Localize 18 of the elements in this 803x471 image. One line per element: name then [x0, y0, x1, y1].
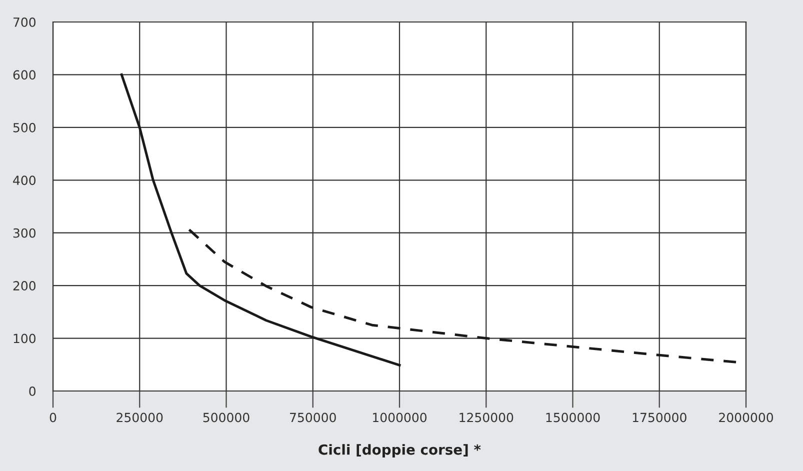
y-tick-label: 200 [13, 281, 36, 290]
y-tick-label: 600 [13, 70, 36, 80]
x-tick-label: 250000 [116, 412, 163, 422]
y-tick-label: 400 [13, 176, 36, 186]
x-tick-label: 1500000 [546, 412, 600, 422]
y-tick-label: 0 [29, 386, 36, 396]
y-tick-label: 300 [13, 228, 36, 238]
x-tick-label: 500000 [203, 412, 250, 422]
x-axis-title: Cicli [doppie corse] * [318, 444, 481, 458]
x-tick-label: 1250000 [460, 412, 514, 422]
y-tick-label: 700 [14, 17, 36, 27]
x-tick-label: 1750000 [632, 412, 686, 422]
y-tick-label: 500 [13, 122, 36, 132]
x-tick-label: 2000000 [719, 412, 774, 422]
x-tick-label: 750000 [290, 412, 336, 422]
x-tick-label: 1000000 [373, 412, 427, 422]
x-tick-label: 0 [50, 412, 56, 422]
y-tick-label: 100 [14, 334, 36, 344]
